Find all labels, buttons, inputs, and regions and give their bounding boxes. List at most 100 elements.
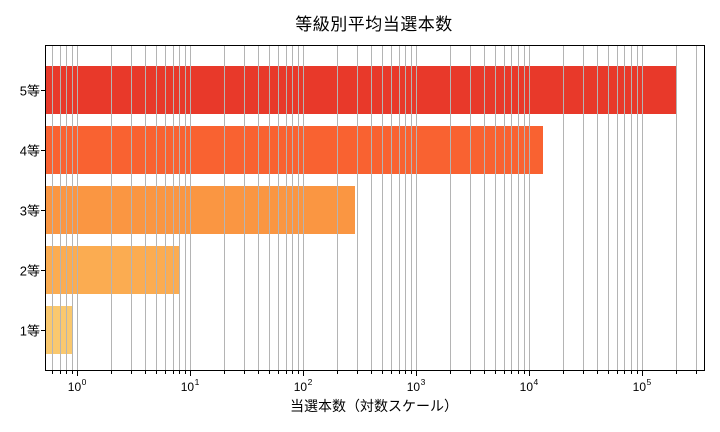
x-gridline-minor: [356, 46, 358, 370]
x-tick-label: 103: [407, 377, 426, 394]
x-tick-mark-minor: [675, 371, 677, 374]
x-tick-mark-minor: [631, 371, 632, 374]
x-gridline-minor: [494, 46, 496, 370]
x-tick-exponent: 0: [81, 377, 87, 387]
x-tick-mark-minor: [562, 371, 564, 374]
x-gridline-minor: [607, 46, 609, 370]
x-tick-label: 105: [633, 377, 652, 394]
x-gridline-minor: [631, 46, 632, 370]
x-gridline-minor: [269, 46, 271, 370]
x-tick-mark-minor: [381, 371, 383, 374]
bar-1等: [46, 306, 73, 354]
x-gridline-minor: [596, 46, 598, 370]
x-tick-mark-minor: [450, 371, 452, 374]
x-gridline-minor: [71, 46, 73, 370]
x-tick-mark-minor: [71, 371, 73, 374]
x-gridline-minor: [164, 46, 166, 370]
x-tick-exponent: 1: [194, 377, 200, 387]
x-tick-mark-minor: [52, 371, 54, 374]
chart-title: 等級別平均当選本数: [295, 15, 453, 34]
x-tick-mark-major: [416, 371, 417, 376]
x-gridline-minor: [616, 46, 618, 370]
x-tick-mark-major: [77, 371, 79, 376]
x-gridline-minor: [297, 46, 299, 370]
x-gridline-major: [77, 46, 79, 370]
x-tick-mark-minor: [145, 371, 147, 374]
x-tick-mark-minor: [337, 371, 339, 374]
x-gridline-minor: [511, 46, 513, 370]
x-tick-mark-minor: [410, 371, 412, 374]
x-gridline-minor: [337, 46, 339, 370]
x-tick-base: 10: [519, 380, 534, 394]
x-gridline-major: [641, 46, 643, 370]
x-tick-exponent: 3: [420, 377, 426, 387]
x-gridline-minor: [503, 46, 505, 370]
x-tick-base: 10: [406, 380, 421, 394]
bar-4等: [46, 126, 543, 174]
x-tick-exponent: 4: [533, 377, 539, 387]
bar-5等: [46, 66, 677, 114]
x-gridline-minor: [52, 46, 54, 370]
x-tick-mark-minor: [66, 371, 68, 374]
x-tick-mark-minor: [356, 371, 358, 374]
x-tick-label: 104: [520, 377, 539, 394]
x-gridline-minor: [172, 46, 174, 370]
x-tick-mark-minor: [243, 371, 245, 374]
y-tick-label: 5等: [19, 83, 40, 99]
x-tick-base: 10: [293, 380, 308, 394]
x-gridline-minor: [111, 46, 113, 370]
x-tick-mark-minor: [624, 371, 626, 374]
x-tick-mark-minor: [371, 371, 373, 374]
y-tick-mark: [41, 150, 45, 151]
x-tick-label: 101: [181, 377, 200, 394]
x-gridline-minor: [523, 46, 525, 370]
x-tick-base: 10: [67, 380, 82, 394]
y-tick-mark: [41, 330, 45, 331]
x-tick-mark-minor: [297, 371, 299, 374]
x-tick-mark-minor: [484, 371, 486, 374]
x-gridline-minor: [292, 46, 294, 370]
x-gridline-minor: [410, 46, 412, 370]
x-gridline-minor: [582, 46, 584, 370]
x-tick-mark-minor: [469, 371, 471, 374]
x-tick-mark-minor: [607, 371, 609, 374]
x-tick-mark-minor: [224, 371, 226, 374]
x-tick-mark-major: [303, 371, 305, 376]
x-tick-mark-minor: [636, 371, 638, 374]
x-tick-mark-minor: [596, 371, 598, 374]
x-tick-mark-minor: [390, 371, 392, 374]
x-gridline-minor: [624, 46, 626, 370]
x-tick-mark-minor: [523, 371, 525, 374]
x-tick-label: 102: [294, 377, 313, 394]
x-gridline-minor: [405, 46, 407, 370]
x-tick-mark-minor: [184, 371, 186, 374]
x-tick-mark-minor: [503, 371, 505, 374]
x-tick-mark-minor: [405, 371, 407, 374]
bar-2等: [46, 246, 181, 294]
x-tick-mark-major: [641, 371, 643, 376]
x-tick-mark-minor: [277, 371, 279, 374]
x-gridline-major: [416, 46, 417, 370]
x-tick-mark-minor: [695, 371, 697, 374]
x-gridline-minor: [243, 46, 245, 370]
x-gridline-minor: [675, 46, 677, 370]
x-gridline-minor: [145, 46, 147, 370]
x-gridline-minor: [156, 46, 158, 370]
x-tick-mark-minor: [179, 371, 181, 374]
x-gridline-minor: [224, 46, 226, 370]
x-gridline-minor: [66, 46, 68, 370]
x-tick-mark-minor: [518, 371, 520, 374]
x-tick-mark-minor: [269, 371, 271, 374]
x-gridline-minor: [277, 46, 279, 370]
x-tick-mark-minor: [582, 371, 584, 374]
x-gridline-minor: [398, 46, 400, 370]
x-tick-mark-minor: [156, 371, 158, 374]
x-tick-mark-minor: [616, 371, 618, 374]
x-gridline-minor: [636, 46, 638, 370]
x-tick-mark-minor: [59, 371, 61, 374]
y-tick-mark: [41, 270, 45, 271]
x-gridline-minor: [371, 46, 373, 370]
x-tick-base: 10: [180, 380, 195, 394]
x-tick-mark-minor: [292, 371, 294, 374]
